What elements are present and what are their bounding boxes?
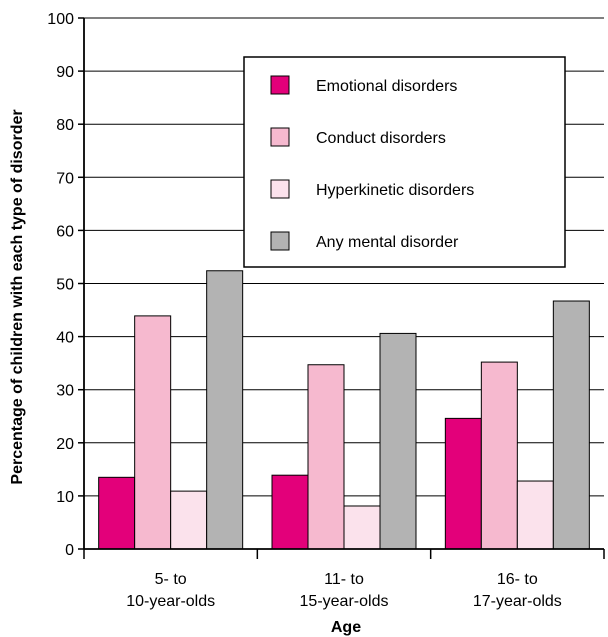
legend-box [243, 56, 566, 268]
bar [206, 270, 244, 550]
y-tick-label: 90 [56, 64, 74, 81]
bar [516, 480, 554, 550]
legend-swatch [270, 231, 290, 251]
bar [307, 364, 345, 550]
bar [170, 490, 208, 550]
legend-swatch [270, 179, 290, 199]
bar [480, 361, 518, 550]
bars [98, 270, 590, 550]
y-tick-label: 40 [56, 330, 74, 347]
x-tick-label: 16- to 17-year-olds [473, 571, 562, 610]
legend: Emotional disorders Conduct disorders Hype… [243, 56, 566, 268]
x-axis-categories: 5- to 10-year-olds 11- to 15-year-olds 16- t… [126, 571, 562, 610]
bar [98, 476, 136, 550]
y-axis-title: Percentage of children with each type of… [9, 109, 26, 484]
y-tick-label: 30 [56, 383, 74, 400]
y-tick-label: 70 [56, 170, 74, 187]
bar [379, 332, 417, 550]
legend-label: Any mental disorder [316, 234, 459, 251]
x-tick-label: 5- to 10-year-olds [126, 571, 215, 610]
legend-swatch [270, 127, 290, 147]
legend-label: Hyperkinetic disorders [316, 182, 474, 199]
y-tick-label: 0 [65, 542, 74, 559]
legend-label: Conduct disorders [316, 130, 446, 147]
y-tick-label: 80 [56, 117, 74, 134]
bar [552, 300, 590, 550]
y-tick-label: 20 [56, 436, 74, 453]
bar [134, 315, 172, 550]
bar [343, 505, 381, 550]
y-tick-label: 60 [56, 223, 74, 240]
bar [271, 474, 309, 550]
x-axis-title: Age [331, 619, 361, 636]
bar [444, 417, 482, 550]
legend-label: Emotional disorders [316, 78, 457, 95]
y-tick-label: 100 [47, 11, 74, 28]
y-tick-label: 50 [56, 277, 74, 294]
legend-swatch [270, 75, 290, 95]
y-tick-label: 10 [56, 489, 74, 506]
y-axis-ticks: 0 10 20 30 40 50 60 70 80 90 100 [47, 11, 84, 559]
x-tick-label: 11- to 15-year-olds [300, 571, 389, 610]
